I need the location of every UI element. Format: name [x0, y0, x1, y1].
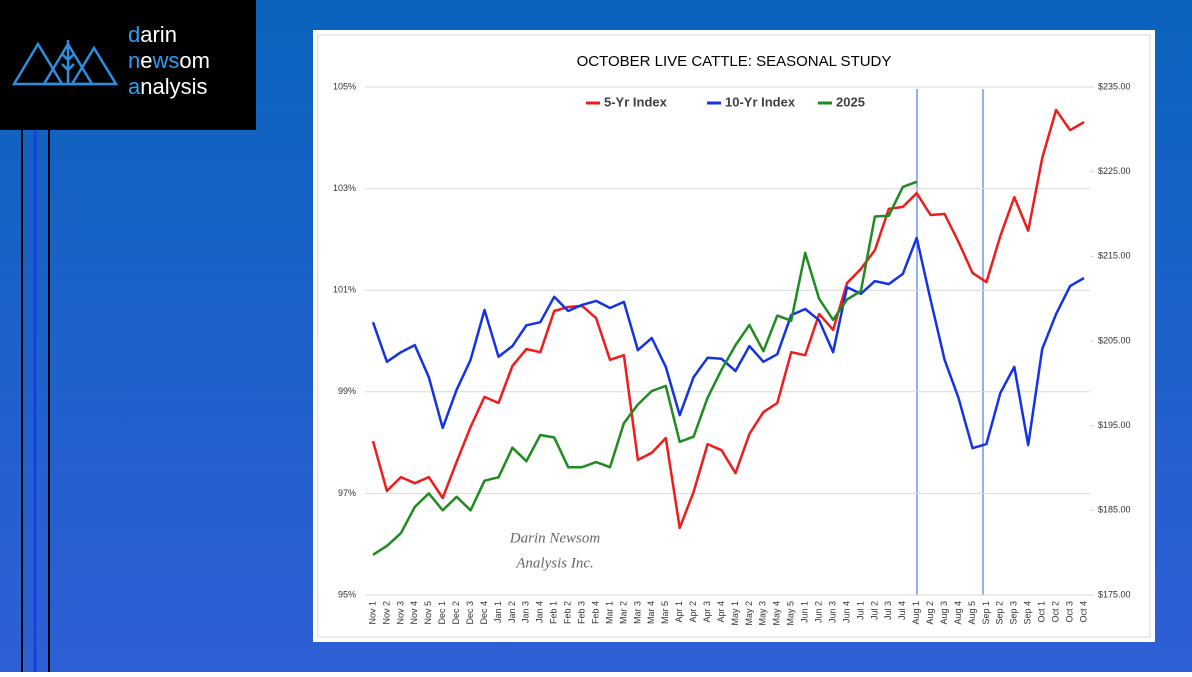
y2-tick-label: $205.00: [1098, 335, 1131, 345]
logo-icon: [11, 40, 119, 86]
series-line: [371, 236, 1085, 450]
chart-border: [317, 34, 1151, 638]
y-tick-label: 101%: [333, 285, 356, 295]
x-tick-label: Oct 2: [1050, 601, 1060, 623]
x-tick-label: Apr 2: [688, 601, 698, 623]
x-tick-label: Dec 3: [465, 601, 475, 625]
legend-label: 5-Yr Index: [604, 94, 668, 109]
x-tick-label: Oct 1: [1037, 601, 1047, 623]
x-tick-label: Mar 3: [632, 601, 642, 624]
logo-box: [0, 0, 256, 130]
y-tick-label: 99%: [338, 386, 356, 396]
x-tick-label: Feb 2: [563, 601, 573, 624]
x-tick-label: Nov 2: [381, 601, 391, 625]
x-tick-label: Dec 2: [451, 601, 461, 625]
x-tick-label: Apr 3: [702, 601, 712, 623]
y-tick-label: 105%: [333, 81, 356, 91]
x-tick-label: May 1: [730, 601, 740, 626]
x-tick-label: Nov 5: [423, 601, 433, 625]
logo-part: arin: [140, 22, 177, 47]
x-tick-label: Sep 1: [981, 601, 991, 625]
series-line: [371, 108, 1085, 530]
logo-part: a: [128, 74, 141, 99]
legend-label: 10-Yr Index: [725, 94, 796, 109]
y2-tick-label: $175.00: [1098, 589, 1131, 599]
x-tick-label: Aug 5: [967, 601, 977, 625]
x-tick-label: Aug 3: [939, 601, 949, 625]
x-tick-label: Aug 1: [911, 601, 921, 625]
logo-part: om: [179, 48, 210, 73]
y2-tick-label: $235.00: [1098, 81, 1131, 91]
x-tick-label: Sep 2: [995, 601, 1005, 625]
x-tick-label: Apr 1: [674, 601, 684, 623]
logo-line: darin: [128, 22, 177, 47]
y2-tick-label: $225.00: [1098, 166, 1131, 176]
y-tick-label: 103%: [333, 183, 356, 193]
logo-line: newsom: [128, 48, 210, 73]
x-tick-label: Sep 4: [1023, 601, 1033, 625]
x-tick-label: Jan 1: [493, 601, 503, 623]
chart-panel: [313, 30, 1155, 642]
x-tick-label: May 2: [744, 601, 754, 626]
x-tick-label: Nov 4: [409, 601, 419, 625]
series-line: [372, 180, 918, 556]
x-tick-label: Mar 2: [618, 601, 628, 624]
y2-tick-label: $215.00: [1098, 251, 1131, 261]
x-tick-label: Feb 1: [549, 601, 559, 624]
x-tick-label: Jan 4: [535, 601, 545, 623]
logo-line: analysis: [128, 74, 208, 99]
x-tick-label: Jul 3: [883, 601, 893, 620]
chart-title: OCTOBER LIVE CATTLE: SEASONAL STUDY: [577, 53, 892, 70]
x-tick-label: Jan 2: [507, 601, 517, 623]
y-tick-label: 97%: [338, 488, 356, 498]
x-tick-label: Dec 4: [479, 601, 489, 625]
logo-part: d: [128, 22, 140, 47]
y-tick-label: 95%: [338, 589, 356, 599]
x-tick-label: Feb 4: [590, 601, 600, 624]
x-tick-label: Aug 4: [953, 601, 963, 625]
x-tick-label: May 4: [772, 601, 782, 626]
legend-label: 2025: [836, 94, 865, 109]
x-tick-label: Aug 2: [925, 601, 935, 625]
x-tick-label: Mar 1: [604, 601, 614, 624]
x-tick-label: Jan 3: [521, 601, 531, 623]
logo-part: e: [140, 48, 152, 73]
x-tick-label: Nov 1: [367, 601, 377, 625]
x-tick-label: May 3: [758, 601, 768, 626]
x-tick-label: May 5: [786, 601, 796, 626]
x-tick-label: Sep 3: [1009, 601, 1019, 625]
y2-tick-label: $195.00: [1098, 420, 1131, 430]
logo-part: nalysis: [140, 74, 207, 99]
watermark: Analysis Inc.: [515, 555, 593, 571]
logo-part: ws: [152, 48, 180, 73]
x-tick-label: Jun 3: [827, 601, 837, 623]
x-tick-label: Jul 2: [869, 601, 879, 620]
x-tick-label: Apr 4: [716, 601, 726, 623]
x-tick-label: Jun 2: [813, 601, 823, 623]
x-tick-label: Mar 5: [660, 601, 670, 624]
logo-part: n: [128, 48, 140, 73]
x-tick-label: Oct 4: [1078, 601, 1088, 623]
x-tick-label: Oct 3: [1064, 601, 1074, 623]
x-tick-label: Nov 3: [395, 601, 405, 625]
x-tick-label: Jun 4: [841, 601, 851, 623]
x-tick-label: Jul 4: [897, 601, 907, 620]
x-tick-label: Jun 1: [800, 601, 810, 623]
x-tick-label: Feb 3: [576, 601, 586, 624]
x-tick-label: Dec 1: [437, 601, 447, 625]
y2-tick-label: $185.00: [1098, 505, 1131, 515]
watermark: Darin Newsom: [509, 530, 601, 546]
x-tick-label: Jul 1: [855, 601, 865, 620]
x-tick-label: Mar 4: [646, 601, 656, 624]
